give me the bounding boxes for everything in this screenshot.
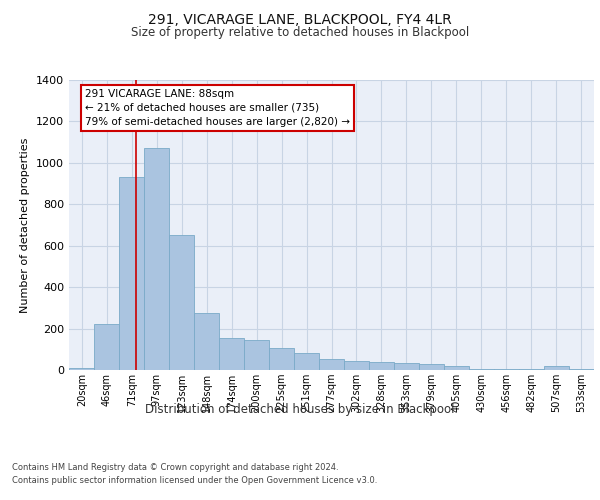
Bar: [244, 340, 269, 370]
Bar: [419, 364, 444, 370]
Bar: [169, 236, 194, 370]
Text: Size of property relative to detached houses in Blackpool: Size of property relative to detached ho…: [131, 26, 469, 39]
Bar: [94, 324, 119, 370]
Bar: [145, 148, 169, 370]
Bar: [394, 363, 419, 370]
Bar: [269, 348, 294, 370]
Bar: [119, 178, 145, 370]
Bar: [369, 362, 394, 370]
Bar: [219, 338, 244, 370]
Bar: [344, 360, 369, 370]
Bar: [494, 369, 518, 370]
Text: 291 VICARAGE LANE: 88sqm
← 21% of detached houses are smaller (735)
79% of semi-: 291 VICARAGE LANE: 88sqm ← 21% of detach…: [85, 88, 350, 126]
Text: Distribution of detached houses by size in Blackpool: Distribution of detached houses by size …: [145, 402, 455, 415]
Bar: [444, 366, 469, 370]
Bar: [294, 354, 319, 370]
Bar: [70, 368, 94, 370]
Y-axis label: Number of detached properties: Number of detached properties: [20, 138, 31, 312]
Bar: [469, 369, 494, 370]
Text: Contains public sector information licensed under the Open Government Licence v3: Contains public sector information licen…: [12, 476, 377, 485]
Text: Contains HM Land Registry data © Crown copyright and database right 2024.: Contains HM Land Registry data © Crown c…: [12, 462, 338, 471]
Bar: [319, 358, 344, 370]
Text: 291, VICARAGE LANE, BLACKPOOL, FY4 4LR: 291, VICARAGE LANE, BLACKPOOL, FY4 4LR: [148, 12, 452, 26]
Bar: [544, 366, 569, 370]
Bar: [194, 313, 219, 370]
